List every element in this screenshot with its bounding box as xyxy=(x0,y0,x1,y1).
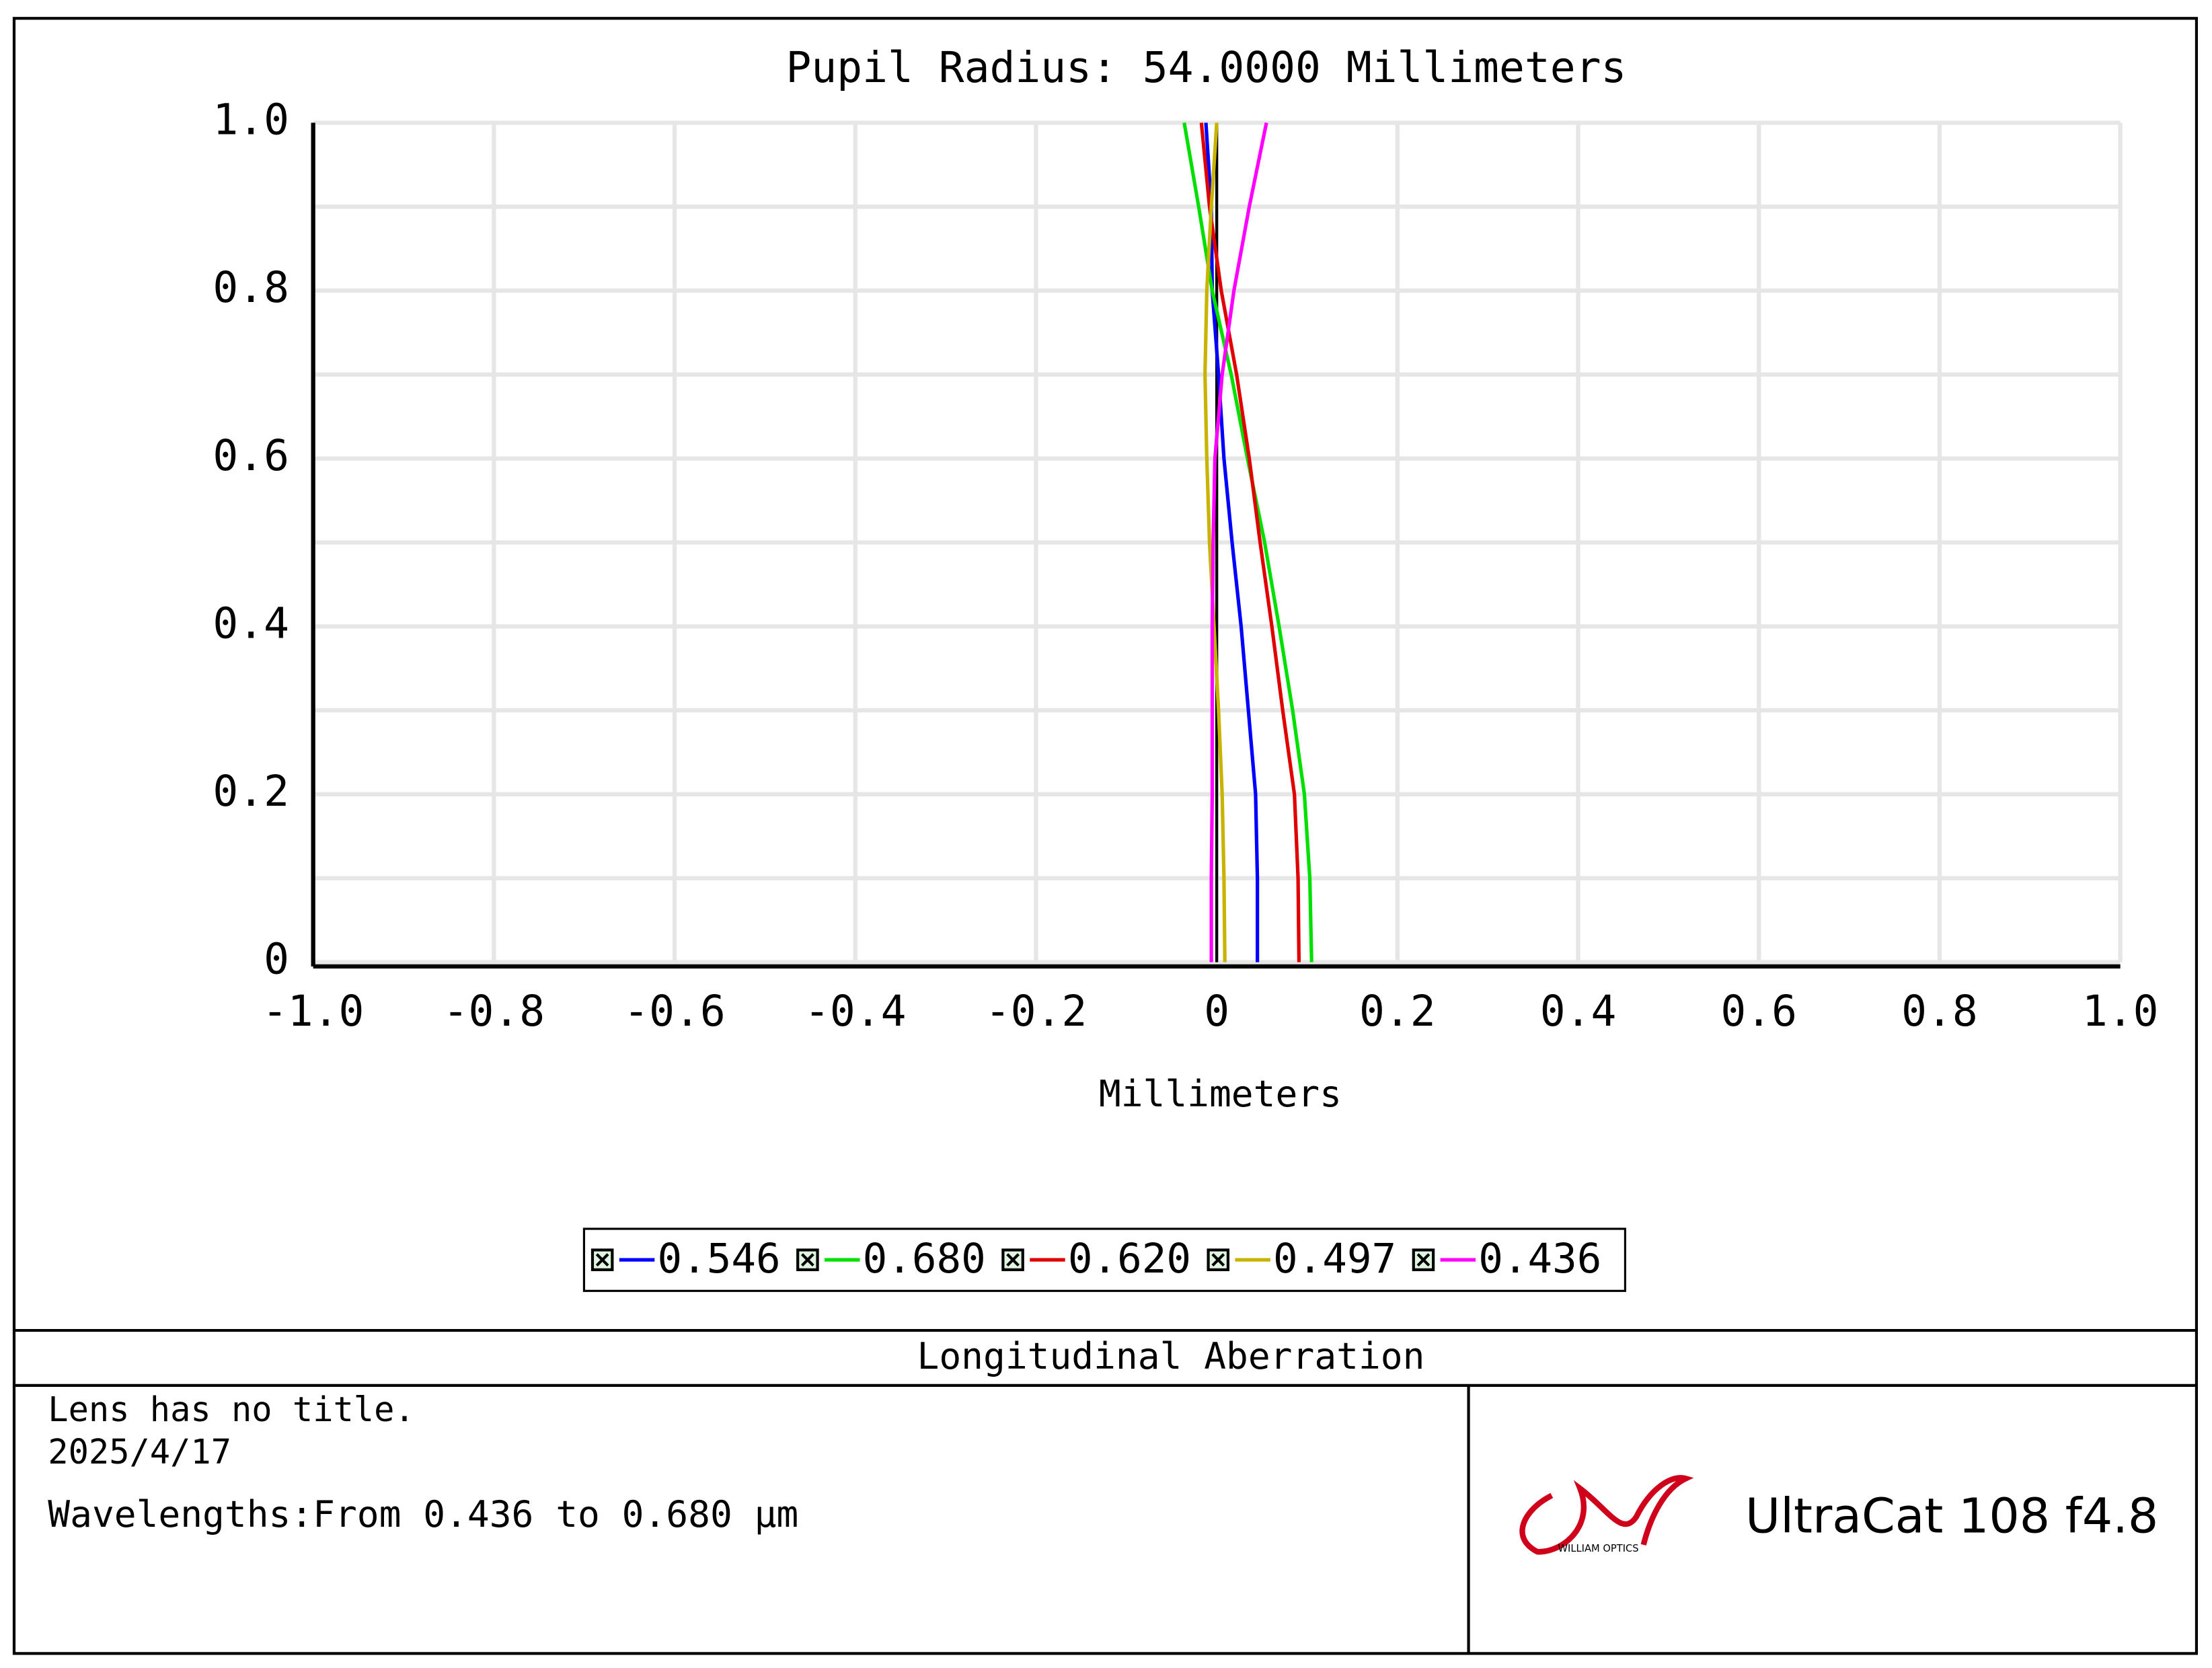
legend-label: 0.620 xyxy=(1068,1236,1191,1283)
x-tick-label: -0.8 xyxy=(443,987,545,1036)
legend-check xyxy=(1211,1253,1225,1267)
legend-check xyxy=(595,1253,609,1267)
note: Wavelengths:From 0.436 to 0.680 µm xyxy=(48,1492,798,1536)
note: 2025/4/17 xyxy=(48,1432,231,1472)
x-tick-label: -1.0 xyxy=(262,987,364,1036)
logo: WILLIAM OPTICS xyxy=(1519,1475,1694,1555)
x-tick-label: 1.0 xyxy=(2082,987,2159,1036)
legend-label: 0.546 xyxy=(657,1236,780,1283)
series-line xyxy=(1199,122,1301,962)
legend-label: 0.680 xyxy=(863,1236,986,1283)
y-tick-label: 0.4 xyxy=(213,599,289,648)
x-tick-label: 0.2 xyxy=(1359,987,1436,1036)
legend-check xyxy=(800,1253,814,1267)
logo-swoosh xyxy=(1519,1475,1694,1555)
legend-check xyxy=(1416,1253,1431,1267)
frame xyxy=(12,17,2199,1655)
chart-title: Pupil Radius: 54.0000 Millimeters xyxy=(786,43,1627,92)
legend-checkbox xyxy=(1412,1248,1435,1271)
y-tick-label: 0.8 xyxy=(213,263,289,312)
logo-text: WILLIAM OPTICS xyxy=(1558,1543,1638,1554)
x-tick-label: 0.6 xyxy=(1720,987,1797,1036)
note: Lens has no title. xyxy=(48,1390,414,1429)
x-tick-label: 0 xyxy=(1204,987,1229,1036)
y-tick-label: 0 xyxy=(264,935,289,984)
x-tick-label: 0.8 xyxy=(1901,987,1978,1036)
product-name: UltraCat 108 f4.8 xyxy=(1745,1488,2158,1544)
x-tick-label: -0.4 xyxy=(804,987,906,1036)
y-tick-label: 1.0 xyxy=(213,96,289,145)
series-line xyxy=(1203,122,1227,962)
x-tick-label: -0.6 xyxy=(623,987,725,1036)
legend-checkbox xyxy=(1207,1248,1230,1271)
x-axis-title: Millimeters xyxy=(1099,1072,1342,1115)
caption: Longitudinal Aberration xyxy=(917,1334,1425,1377)
series-line xyxy=(1209,122,1268,962)
legend-label: 0.436 xyxy=(1478,1236,1601,1283)
x-tick-label: 0.4 xyxy=(1540,987,1617,1036)
x-tick-label: -0.2 xyxy=(985,987,1087,1036)
y-tick-label: 0.6 xyxy=(213,431,289,480)
series-line xyxy=(1204,122,1260,962)
legend-checkbox xyxy=(1001,1248,1024,1271)
legend-label: 0.497 xyxy=(1273,1236,1396,1283)
y-tick-label: 0.2 xyxy=(213,767,289,816)
legend-check xyxy=(1006,1253,1020,1267)
